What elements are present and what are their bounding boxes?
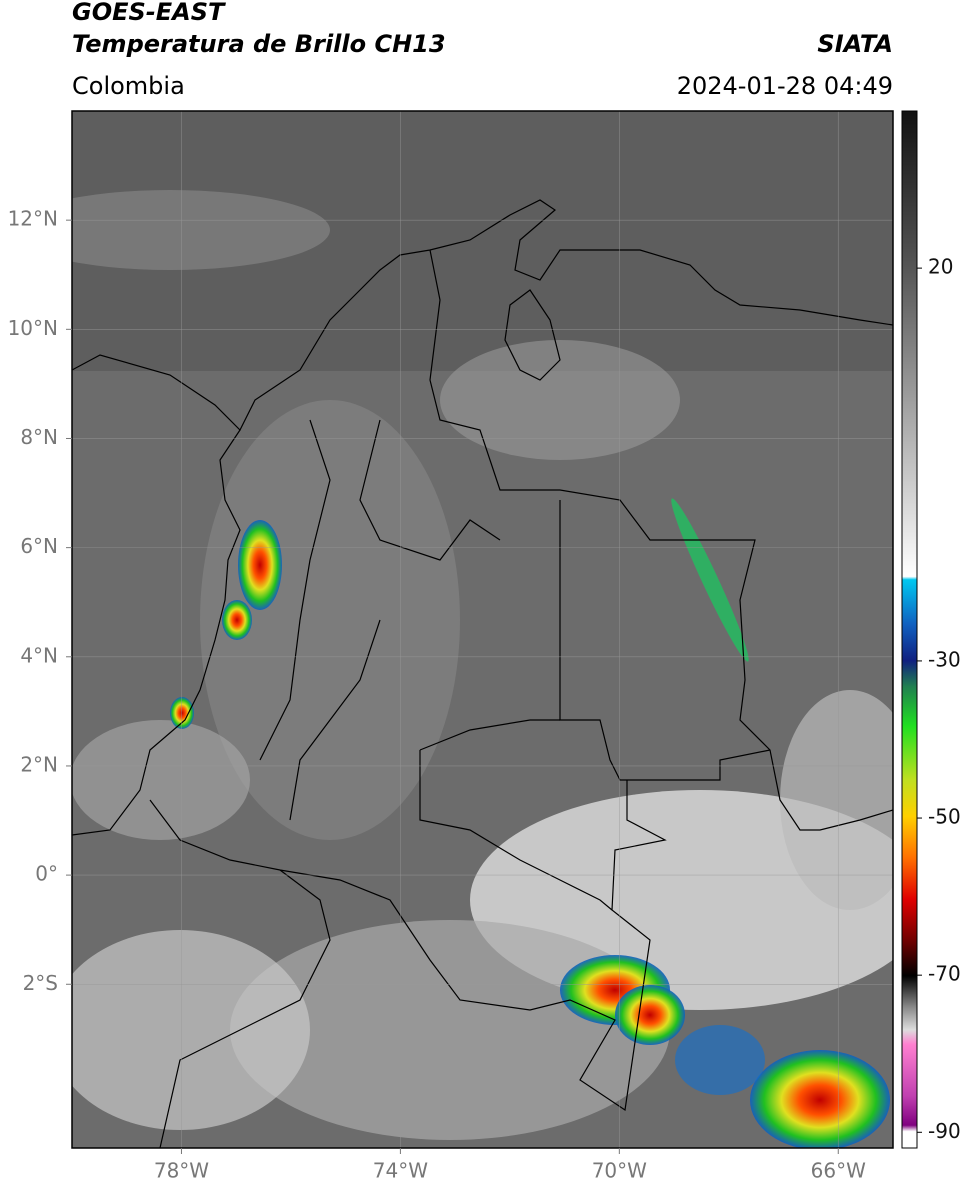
colorbar-label: -30	[928, 647, 961, 671]
x-tick-label: 74°W	[373, 1159, 428, 1183]
colorbar-label: 20	[928, 255, 953, 279]
datetime: 2024-01-28 04:49	[677, 72, 893, 100]
y-tick-label: 0°	[35, 862, 58, 886]
grid	[72, 111, 893, 1148]
y-tick-label: 2°N	[20, 752, 58, 776]
source: SIATA	[817, 30, 893, 58]
y-tick-label: 8°N	[20, 425, 58, 449]
y-tick-label: 6°N	[20, 534, 58, 558]
satellite-image	[72, 111, 893, 1148]
colorbar	[901, 110, 918, 1149]
satellite: GOES-EAST	[72, 0, 226, 26]
colorbar-label: -50	[928, 805, 961, 829]
y-tick-label: 4°N	[20, 643, 58, 667]
x-tick-label: 66°W	[811, 1159, 866, 1183]
x-tick-label: 70°W	[592, 1159, 647, 1183]
colorbar-label: -70	[928, 962, 961, 986]
region: Colombia	[72, 72, 185, 100]
map-frame	[71, 110, 894, 1149]
y-tick-label: 10°N	[8, 316, 58, 340]
y-tick-label: 2°S	[23, 971, 58, 995]
x-tick-label: 78°W	[154, 1159, 209, 1183]
colorbar-label: -90	[928, 1119, 961, 1143]
y-tick-label: 12°N	[8, 207, 58, 231]
product: Temperatura de Brillo CH13	[72, 30, 446, 58]
